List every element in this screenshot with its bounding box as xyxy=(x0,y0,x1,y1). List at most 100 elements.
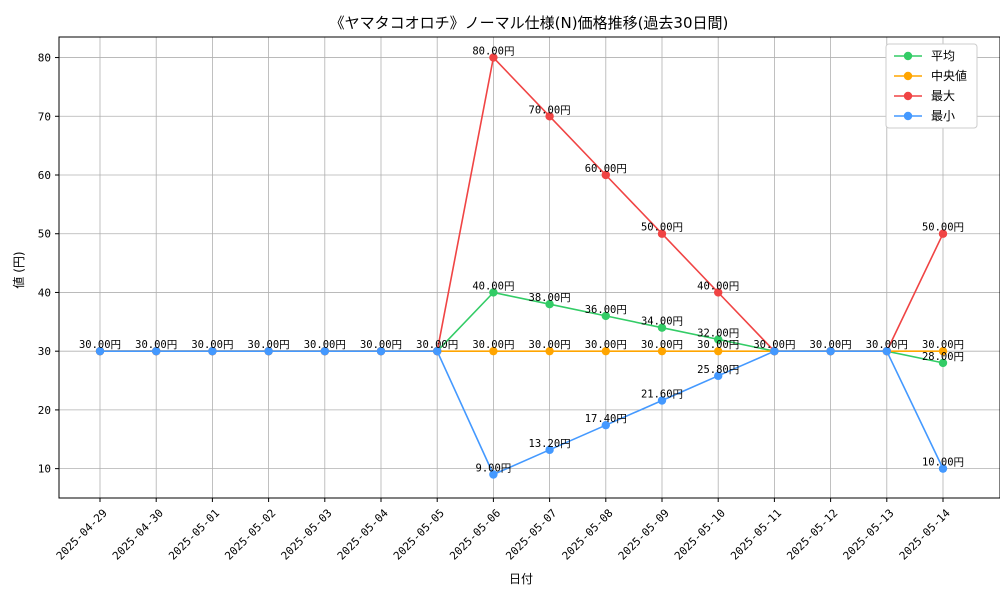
series-3-data-label: 30.00円 xyxy=(866,339,908,351)
y-tick-label: 40 xyxy=(38,286,51,299)
x-tick-label: 2025-05-07 xyxy=(503,507,559,563)
x-tick-label: 2025-05-05 xyxy=(391,507,447,563)
y-tick-label: 20 xyxy=(38,404,51,417)
series-2-point xyxy=(545,112,554,121)
series-3-point xyxy=(152,346,161,356)
series-0-data-label: 36.00円 xyxy=(585,304,627,316)
y-tick-label: 30 xyxy=(38,345,51,358)
series-2-point xyxy=(714,288,723,297)
series-0-line xyxy=(100,291,944,364)
x-tick-label: 2025-05-11 xyxy=(728,507,784,563)
y-tick-label: 80 xyxy=(38,52,51,65)
series-2-line xyxy=(100,56,944,353)
series-1-point xyxy=(489,346,498,356)
legend-label: 中央値 xyxy=(931,68,967,83)
series-0-data-label: 40.00円 xyxy=(472,280,514,292)
series-3-data-label: 21.60円 xyxy=(641,389,683,401)
series-0-data-label: 28.00円 xyxy=(922,351,964,363)
series-1-point xyxy=(545,346,554,356)
series-3-point xyxy=(489,470,498,479)
series-1-data-label: 30.00円 xyxy=(922,339,964,351)
series-3-point xyxy=(714,371,723,381)
x-tick-label: 2025-05-13 xyxy=(841,507,897,563)
series-3-point xyxy=(657,396,667,405)
x-axis-label: 日付 xyxy=(509,572,533,586)
series-0-data-label: 38.00円 xyxy=(529,292,571,304)
plot-area xyxy=(58,36,1000,499)
series-3-point xyxy=(320,346,329,356)
series-2-point xyxy=(489,53,498,62)
y-tick-label: 10 xyxy=(38,463,51,476)
series-3-data-label: 30.00円 xyxy=(360,339,402,351)
series-1-point xyxy=(938,346,948,356)
series-3-point xyxy=(882,346,891,356)
series-3-data-label: 9.00円 xyxy=(476,463,512,475)
series-2-data-label: 80.00円 xyxy=(472,46,514,58)
series-1-point xyxy=(657,346,667,356)
series-0-data-label: 32.00円 xyxy=(697,327,739,339)
series-0-data-label: 34.00円 xyxy=(641,316,683,328)
series-3-point xyxy=(545,445,554,455)
series-0-point xyxy=(545,300,554,309)
x-tick-label: 2025-05-12 xyxy=(784,507,840,563)
series-0-point xyxy=(489,288,498,297)
series-3-data-label: 30.00円 xyxy=(810,339,852,351)
series-3-data-label: 30.00円 xyxy=(304,339,346,351)
series-2-data-label: 50.00円 xyxy=(922,222,964,234)
series-3-data-label: 30.00円 xyxy=(135,339,177,351)
x-tick-label: 2025-05-08 xyxy=(560,507,616,563)
y-axis-label: 値 (円) xyxy=(11,251,26,288)
series-1-data-label: 30.00円 xyxy=(697,339,739,351)
series-3-point xyxy=(264,346,273,356)
series-3-data-label: 30.00円 xyxy=(416,339,458,351)
series-3-point xyxy=(433,346,442,356)
x-tick-label: 2025-04-29 xyxy=(54,507,110,563)
series-3-point xyxy=(770,346,779,356)
series-1-data-label: 30.00円 xyxy=(529,339,571,351)
series-3-data-label: 30.00円 xyxy=(753,339,795,351)
legend-swatch-marker xyxy=(903,91,913,101)
series-3-data-label: 10.00円 xyxy=(922,457,964,469)
legend-swatch-marker xyxy=(903,51,913,61)
y-tick-label: 50 xyxy=(38,228,51,241)
series-2-point xyxy=(657,229,667,238)
series-3-data-label: 30.00円 xyxy=(79,339,121,351)
series-3-data-label: 25.80円 xyxy=(697,364,739,376)
y-axis-ticks: 10 20 30 40 50 60 70 80 xyxy=(38,52,59,476)
series-3-point xyxy=(376,346,386,356)
x-tick-label: 2025-05-14 xyxy=(897,506,953,562)
x-tick-label: 2025-05-01 xyxy=(166,507,222,563)
series-2-data-label: 40.00円 xyxy=(697,280,739,292)
x-tick-label: 2025-05-09 xyxy=(616,507,672,563)
series-2-data-label: 60.00円 xyxy=(585,163,627,175)
x-tick-label: 2025-05-04 xyxy=(335,506,391,562)
x-tick-label: 2025-05-06 xyxy=(447,507,503,563)
legend-label: 平均 xyxy=(931,49,955,63)
x-tick-label: 2025-05-10 xyxy=(672,507,728,563)
series-1-point xyxy=(714,346,723,356)
series-3-data-label: 30.00円 xyxy=(191,339,233,351)
series-0-point xyxy=(714,335,723,344)
chart-title: 《ヤマタコオロチ》ノーマル仕様(N)価格推移(過去30日間) xyxy=(330,14,729,32)
x-tick-label: 2025-04-30 xyxy=(110,507,166,563)
series-1-data-label: 30.00円 xyxy=(585,339,627,351)
series-3-data-label: 30.00円 xyxy=(248,339,290,351)
legend-swatch-marker xyxy=(903,111,913,121)
legend-label: 最小 xyxy=(931,109,955,123)
series-2-data-label: 70.00円 xyxy=(529,104,571,116)
series-1-point xyxy=(601,346,610,356)
series-3-point xyxy=(208,346,217,356)
series-3-data-label: 17.40円 xyxy=(585,413,627,425)
series-lines xyxy=(95,53,948,479)
y-tick-label: 70 xyxy=(38,110,51,123)
series-2-point xyxy=(938,229,948,238)
series-3-point xyxy=(826,346,835,356)
series-0-point xyxy=(657,323,667,332)
series-3-data-label: 13.20円 xyxy=(529,438,571,450)
grid xyxy=(59,37,1000,498)
series-2-data-label: 50.00円 xyxy=(641,222,683,234)
series-0-point xyxy=(938,358,948,368)
x-tick-label: 2025-05-03 xyxy=(279,507,335,563)
